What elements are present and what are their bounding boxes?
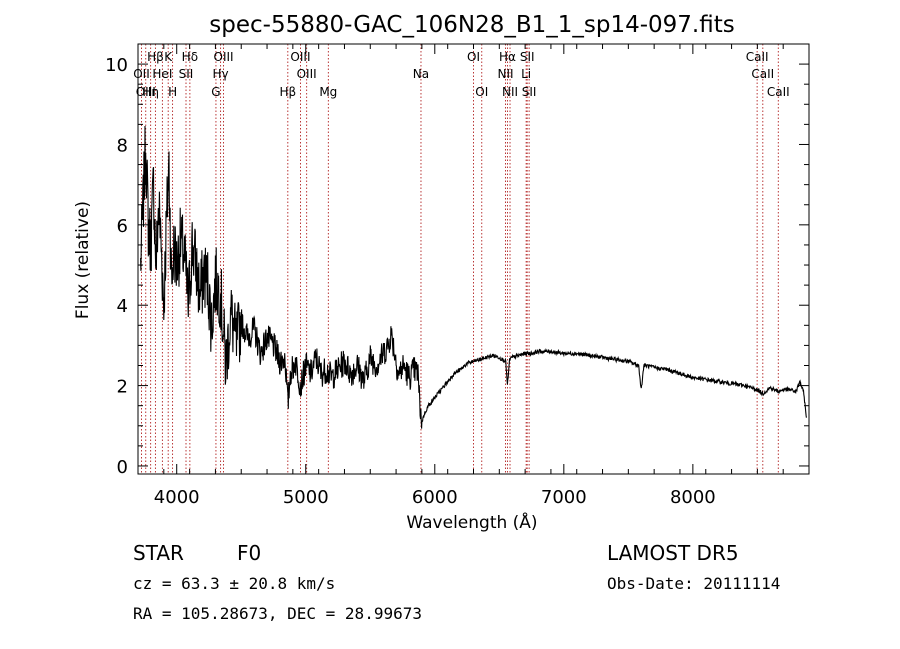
line-marker-label: OIII	[290, 50, 310, 64]
object-class: STAR	[133, 541, 184, 565]
object-subclass: F0	[237, 541, 261, 565]
line-marker-label: Hβ	[147, 50, 164, 64]
line-marker-label: Li	[521, 67, 531, 81]
line-marker-label: OI	[467, 50, 480, 64]
y-axis-label: Flux (relative)	[73, 201, 93, 319]
y-tick-label: 2	[117, 377, 128, 398]
line-marker-label: Mg	[319, 85, 337, 99]
y-tick-label: 0	[117, 457, 128, 478]
y-tick-label: 8	[117, 135, 128, 156]
survey-name: LAMOST DR5	[607, 541, 739, 565]
spectrum-line	[140, 125, 807, 429]
line-marker-label: CaII	[751, 67, 774, 81]
y-axis-ticks: 0 2 4 6 8 10	[105, 55, 809, 478]
line-marker-label: Hβ	[279, 85, 296, 99]
x-axis-label: Wavelength (Å)	[406, 511, 537, 533]
ra-dec-coordinates: RA = 105.28673, DEC = 28.99673	[133, 604, 422, 623]
y-tick-label: 10	[105, 55, 128, 76]
redshift-velocity: cz = 63.3 ± 20.8 km/s	[133, 574, 335, 593]
line-marker-label: SII	[522, 85, 537, 99]
line-marker-label: Hδ	[182, 50, 198, 64]
chart-title: spec-55880-GAC_106N28_B1_1_sp14-097.fits	[209, 12, 734, 38]
line-marker-label: Na	[413, 67, 429, 81]
line-marker-label: NII	[497, 67, 513, 81]
line-marker-label: H	[168, 85, 177, 99]
x-tick-label: 5000	[283, 487, 329, 508]
line-marker-label: CaII	[767, 85, 790, 99]
line-marker-label: HeI	[152, 67, 172, 81]
line-marker-label: NII	[502, 85, 518, 99]
x-tick-label: 4000	[154, 487, 200, 508]
line-marker-label: SII	[179, 67, 194, 81]
line-marker-label: CaII	[746, 50, 769, 64]
line-marker-label: Hα	[499, 50, 516, 64]
line-marker-label: Hγ	[213, 67, 229, 81]
x-tick-label: 7000	[541, 487, 587, 508]
x-tick-label: 8000	[670, 487, 716, 508]
line-marker-label: K	[164, 50, 173, 64]
x-axis-ticks: 4000 5000 6000 7000 8000	[137, 44, 810, 508]
observation-date: Obs-Date: 20111114	[607, 574, 780, 593]
line-marker-label: OIII	[136, 85, 156, 99]
y-tick-label: 6	[117, 216, 128, 237]
line-marker-label: G	[211, 85, 220, 99]
y-tick-label: 4	[117, 296, 128, 317]
line-marker-label: SII	[520, 50, 535, 64]
line-markers	[141, 44, 779, 474]
line-marker-label: OI	[475, 85, 488, 99]
line-marker-label: Hη	[142, 85, 159, 99]
line-marker-label: OII	[133, 67, 150, 81]
line-marker-label: OIII	[214, 50, 234, 64]
line-marker-label: OIII	[297, 67, 317, 81]
x-tick-label: 6000	[412, 487, 458, 508]
